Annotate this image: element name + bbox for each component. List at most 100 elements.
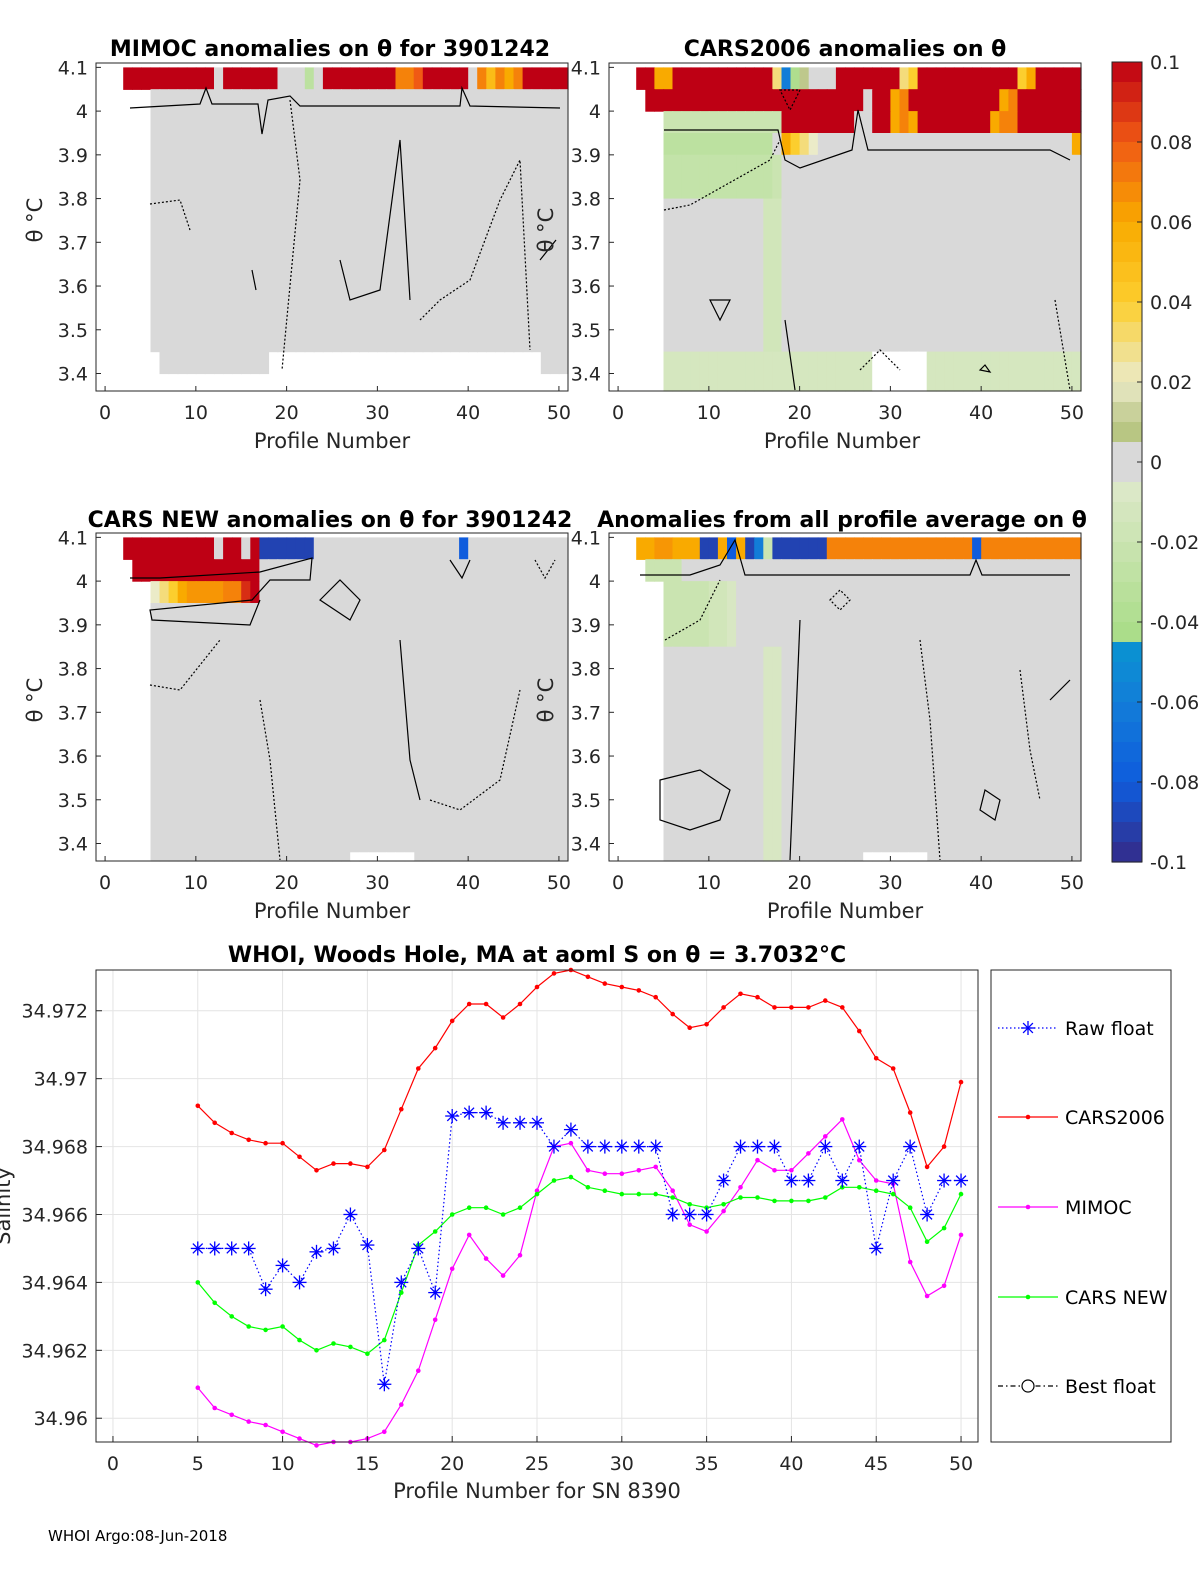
heatmap-cell [204,67,215,90]
heatmap-cell [663,646,674,862]
heatmap-cell [699,111,710,134]
data-point [348,1344,353,1350]
data-point [755,994,760,1000]
heatmap-cell [495,89,506,353]
heatmap-cell [1062,646,1073,862]
data-point [653,1164,658,1170]
heatmap-cell [908,351,919,392]
heatmap-cell [395,581,406,604]
heatmap-cell [654,559,665,582]
heatmap-cell [699,646,710,862]
heatmap-cell [663,133,674,156]
data-point [314,1168,319,1173]
heatmap-cell [845,111,855,134]
heatmap-cell [690,646,701,862]
legend-marker [1025,1294,1031,1300]
heatmap-cell [422,581,433,604]
heatmap-cell [899,351,910,392]
y-tick-label: 3.8 [571,189,601,211]
colorbar-band [1112,142,1142,163]
heatmap-cell [395,89,406,353]
heatmap-cell [1017,111,1028,134]
data-point [789,1005,794,1010]
y-tick-label: 3.5 [571,320,601,342]
heatmap-cell [1071,89,1082,112]
heatmap-cell [781,351,792,392]
heatmap-cell [708,198,719,353]
heatmap-cell [863,154,873,200]
data-point [314,1443,319,1448]
heatmap-cell [413,559,424,582]
heatmap-cell [132,537,142,560]
heatmap-cell [944,133,955,156]
data-point [619,984,625,990]
heatmap-cell [663,537,674,560]
heatmap-cell [332,603,342,862]
colorbar-band [1112,722,1142,743]
heatmap-cell [1071,351,1082,392]
heatmap-cell [908,89,919,112]
heatmap-cell [881,198,891,353]
data-point [246,1137,251,1143]
heatmap-cell [736,67,746,90]
y-axis-ticks: 4.1 4 3.9 3.8 3.7 3.6 3.5 3.4 [58,527,101,856]
heatmap-cell [1008,559,1019,582]
heatmap-cell [123,67,133,90]
heatmap-cell [1008,111,1019,134]
heatmap-cell [917,133,928,156]
heatmap-cell [872,67,882,90]
heatmap-cell [123,537,133,560]
heatmap-cell [826,154,837,200]
heatmap-cell [486,89,496,353]
heatmap-cell [736,646,746,862]
x-axis-ticks: 0 10 20 30 40 50 [612,386,1084,424]
colorbar-band [1112,202,1142,223]
heatmap-cell [377,603,388,862]
heatmap-cell [963,111,973,134]
heatmap-cell [808,537,819,560]
data-point [517,1001,523,1007]
heatmap-cell [341,89,351,353]
heatmap-cell [486,603,496,862]
series-raw-float [190,1105,969,1392]
data-point-star [462,1105,477,1120]
colorbar-tick-label: 0.04 [1150,292,1192,314]
data-point [840,1117,845,1122]
heatmap-cell [854,351,864,392]
x-tick-label: 15 [355,1453,379,1475]
heatmap-cell [1008,133,1019,156]
heatmap-cell [1053,646,1064,862]
heatmap-cell [745,537,755,560]
heatmap-panel-cars2006: CARS2006 anomalies on θ 0 10 20 30 40 50 4.14… [534,37,1084,453]
heatmap-cell [195,537,206,560]
data-point [466,1001,472,1007]
colorbar-band [1112,562,1142,583]
heatmap-cell [495,559,506,582]
x-tick-label: 0 [99,402,111,424]
heatmap-cell [708,154,719,200]
heatmap-cell [159,89,170,353]
contour-lines [129,85,561,371]
heatmap-cell [717,646,728,862]
data-point [399,1402,404,1407]
heatmap-cell [350,852,360,862]
series-mimoc [195,1117,964,1448]
heatmap-cell [286,537,297,560]
data-point [924,1164,930,1170]
heatmap-cell [781,559,792,582]
heatmap-cell [854,154,864,200]
data-point [297,1154,302,1160]
heatmap-cell [727,581,737,648]
data-point [534,1188,540,1193]
data-point [738,1195,743,1200]
heatmap-cell [935,351,946,392]
data-point [466,1232,472,1238]
heatmap-cell [477,89,487,353]
y-tick-label: 3.6 [571,276,601,298]
colorbar-tick-label: -0.04 [1150,612,1199,634]
heatmap-cell [745,89,755,112]
heatmap-cell [845,89,855,112]
heatmap-cell [708,133,719,156]
heatmap-cell [540,67,551,90]
heatmap-cell [781,646,792,862]
